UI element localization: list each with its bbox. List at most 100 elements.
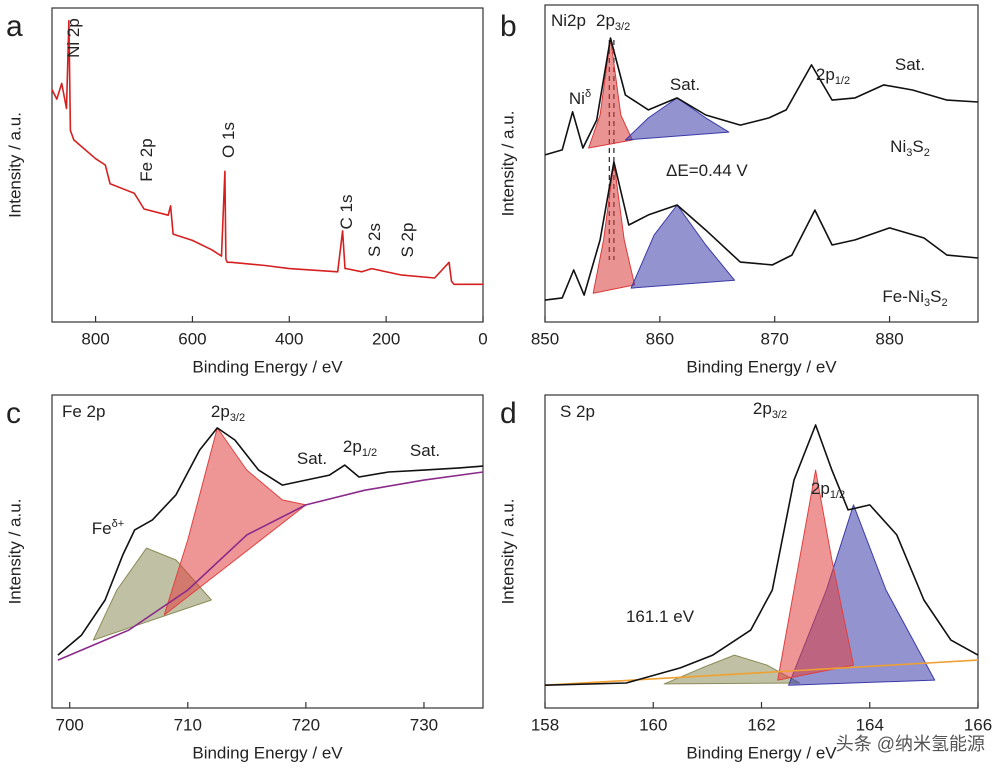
spectrum-line [544,659,979,686]
spectrum-line [544,161,979,301]
annotation: Sat. [895,55,925,74]
annotation: ΔE=0.44 V [666,161,748,180]
annotation-part: 3 [906,147,912,159]
x-tick-label: 880 [875,329,903,348]
x-tick-label: 870 [761,329,789,348]
annotation-part: Ni 2p [64,18,83,58]
annotation-part: Sat. [895,55,925,74]
annotation: S 2p [560,402,595,421]
annotation-part: S 2p [398,223,417,258]
annotation-part: Ni [569,89,585,108]
annotation: Sat. [297,449,327,468]
plot-frame [544,4,979,323]
component-peak [592,161,636,294]
x-axis-label: Binding Energy / eV [192,743,343,762]
plot-frame [51,394,484,709]
x-tick-label: 850 [531,329,559,348]
panel-label: b [500,10,517,43]
spectrum-line [57,427,484,656]
watermark: 头条 @纳米氢能源 [836,734,985,754]
component-peak [588,37,633,149]
x-tick-label: 200 [372,329,400,348]
annotation: Sat. [670,75,700,94]
annotation-part: Fe 2p [137,138,156,181]
annotation-part: Fe [92,519,112,538]
annotation-part: 3 [924,297,930,309]
annotation-part: 2 [941,297,947,309]
y-axis-label: Intensity / a.u. [498,111,517,217]
annotation: Feδ+ [92,518,124,539]
y-axis-label: Intensity / a.u. [498,499,517,605]
annotation: O 1s [219,122,238,158]
x-tick-label: 720 [292,715,320,734]
annotation: C 1s [337,195,356,230]
spectrum-line [544,37,979,156]
annotation-part: 3/2 [615,21,630,33]
x-tick-label: 600 [178,329,206,348]
x-tick-label: 162 [747,715,775,734]
annotation: Sat. [410,441,440,460]
annotation: 2p1/2 [343,437,377,458]
annotation-part: C 1s [337,195,356,230]
annotation-part: δ [585,88,591,100]
annotation: Ni 2p [64,18,83,58]
spectrum-line [57,471,484,661]
annotation: 2p3/2 [753,399,787,420]
component-peak [624,97,730,141]
annotation-part: 2p [596,11,615,30]
spectrum-line [51,19,483,286]
x-tick-label: 0 [478,329,487,348]
annotation-part: Sat. [410,441,440,460]
x-axis-label: Binding Energy / eV [192,357,343,376]
annotation-part: 2p [753,399,772,418]
x-tick-label: 158 [531,715,559,734]
component-peak [163,427,307,616]
annotation-part: 2 [924,147,930,159]
annotation-part: S [912,137,923,156]
annotation-part: 1/2 [830,489,845,501]
annotation-part: S [930,287,941,306]
annotation-part: O 1s [219,122,238,158]
annotation-part: Fe-Ni [882,287,924,306]
annotation: Fe-Ni3S2 [882,287,947,308]
annotation-part: 3/2 [230,412,245,424]
annotation: S 2p [398,223,417,258]
annotation: Ni2p [551,11,586,30]
component-peak [630,204,735,289]
x-tick-label: 710 [174,715,202,734]
x-tick-label: 166 [964,715,992,734]
annotation: Ni3S2 [890,137,930,158]
panel-label: a [6,10,23,43]
annotation-part: 2p [811,479,830,498]
x-tick-label: 800 [81,329,109,348]
annotation: Fe 2p [62,402,105,421]
x-tick-label: 700 [56,715,84,734]
annotation-part: Fe 2p [62,402,105,421]
annotation-part: S 2p [560,402,595,421]
annotation: 161.1 eV [626,607,695,626]
annotation: Fe 2p [137,138,156,181]
annotation-part: 3/2 [772,409,787,421]
annotation: S 2s [365,223,384,257]
x-tick-label: 160 [639,715,667,734]
x-tick-label: 164 [856,715,884,734]
annotation-part: ΔE=0.44 V [666,161,748,180]
y-axis-label: Intensity / a.u. [5,499,24,605]
annotation-part: Ni2p [551,11,586,30]
plot-frame [51,7,484,323]
x-tick-label: 730 [410,715,438,734]
y-axis-label: Intensity / a.u. [5,112,24,218]
x-tick-label: 400 [275,329,303,348]
annotation-part: Sat. [670,75,700,94]
annotation: 2p1/2 [811,479,845,500]
annotation-part: 161.1 eV [626,607,695,626]
panel-label: c [6,397,21,430]
annotation-part: S 2s [365,223,384,257]
annotation-part: 2p [816,65,835,84]
annotation: 2p3/2 [211,402,245,423]
annotation: Niδ [569,88,591,109]
x-tick-label: 860 [646,329,674,348]
x-axis-label: Binding Energy / eV [686,743,837,762]
spectrum-line [544,424,979,686]
